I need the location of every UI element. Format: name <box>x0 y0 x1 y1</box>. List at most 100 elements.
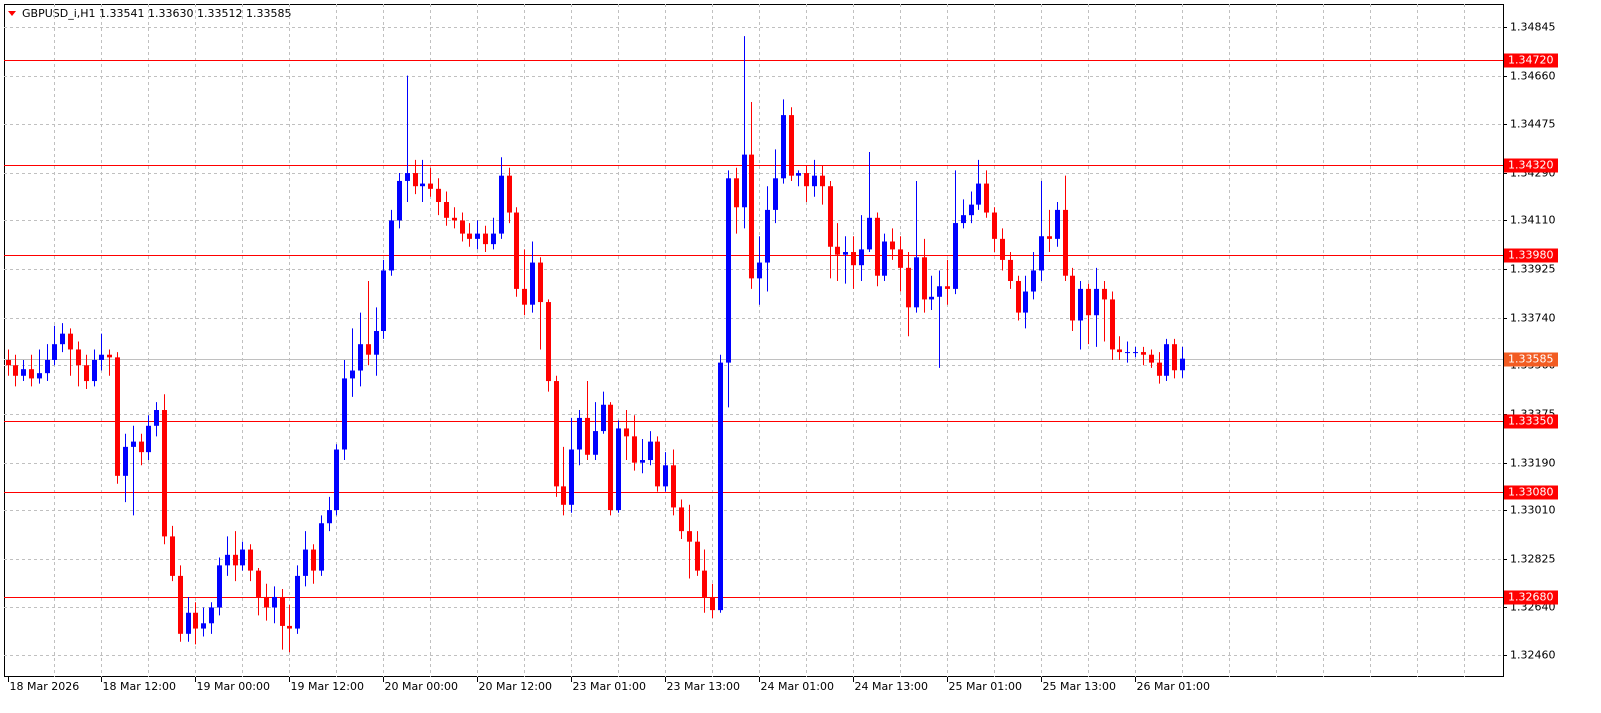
x-tick-label: 25 Mar 01:00 <box>949 680 1022 693</box>
candle-body <box>702 570 707 597</box>
candle-body <box>37 373 42 379</box>
candle-body <box>710 596 715 611</box>
x-tick-label: 18 Mar 12:00 <box>103 680 176 693</box>
level-label-bg <box>1504 414 1558 429</box>
candle-body <box>76 349 81 366</box>
candle-body <box>303 549 308 576</box>
candle-body <box>92 359 97 382</box>
last-price-label: 1.33585 <box>1508 353 1554 366</box>
candle-body <box>1094 288 1099 316</box>
candle-body <box>1157 362 1162 376</box>
candle-body <box>209 607 214 624</box>
candle-body <box>969 204 974 216</box>
candle-body <box>1070 275 1075 321</box>
candle-body <box>687 531 692 542</box>
candle-body <box>467 233 472 239</box>
candle-body <box>201 623 206 629</box>
candle-body <box>1016 280 1021 313</box>
candle-body <box>397 180 402 221</box>
candle-body <box>413 173 418 187</box>
candle-body <box>640 460 645 463</box>
x-tick-label: 23 Mar 01:00 <box>573 680 646 693</box>
x-tick-label: 24 Mar 01:00 <box>761 680 834 693</box>
candle-body <box>530 262 535 305</box>
candle-body <box>217 565 222 608</box>
candle-body <box>342 378 347 450</box>
candle-body <box>906 267 911 308</box>
candle-body <box>374 331 379 355</box>
level-label: 1.33350 <box>1508 415 1554 428</box>
level-label: 1.34320 <box>1508 159 1554 172</box>
candle-body <box>601 404 606 432</box>
candle-body <box>695 541 700 571</box>
candle-body <box>84 365 89 382</box>
candle-body <box>139 441 144 453</box>
plot-frame <box>4 4 1504 677</box>
level-label-bg <box>1504 248 1558 263</box>
y-tick-label: 1.33740 <box>1510 312 1556 325</box>
candle-body <box>593 431 598 455</box>
candle-body <box>1008 259 1013 281</box>
level-label: 1.32680 <box>1508 591 1554 604</box>
menu-triangle[interactable] <box>8 11 16 16</box>
y-tick-label: 1.34845 <box>1510 21 1556 34</box>
candle-body <box>812 175 817 187</box>
candle-body <box>796 173 801 176</box>
candle-body <box>295 575 300 629</box>
candle-body <box>1180 358 1185 371</box>
candle-body <box>984 183 989 213</box>
candle-body <box>655 441 660 487</box>
candle-body <box>248 549 253 571</box>
candle-body <box>45 359 50 374</box>
candle-body <box>186 612 191 634</box>
candle-body <box>726 178 731 363</box>
candle-body <box>52 344 57 360</box>
candle-body <box>162 410 167 537</box>
candle-body <box>154 410 159 426</box>
candle-body <box>1102 288 1107 300</box>
candle-body <box>577 417 582 450</box>
candle-body <box>937 286 942 297</box>
candle-body <box>1117 349 1122 353</box>
candle-body <box>99 354 104 360</box>
chart-title: GBPUSD_i,H1 1.33541 1.33630 1.33512 1.33… <box>22 7 291 20</box>
candle-body <box>671 465 676 508</box>
candle-body <box>749 154 754 279</box>
candle-body <box>1164 344 1169 376</box>
candle-body <box>1133 352 1138 354</box>
candle-body <box>835 246 840 255</box>
candle-body <box>436 188 441 203</box>
y-tick-label: 1.34110 <box>1510 214 1556 227</box>
candle-body <box>1141 352 1146 355</box>
candle-body <box>679 507 684 532</box>
candle-body <box>781 115 786 179</box>
candle-body <box>287 625 292 629</box>
candle-body <box>648 441 653 461</box>
candle-body <box>1055 209 1060 239</box>
candle-body <box>820 175 825 187</box>
x-tick-label: 19 Mar 00:00 <box>197 680 270 693</box>
candle-body <box>319 523 324 571</box>
x-tick-label: 20 Mar 12:00 <box>479 680 552 693</box>
candle-body <box>953 223 958 289</box>
y-tick-label: 1.32825 <box>1510 553 1556 566</box>
candle-body <box>561 486 566 505</box>
candle-body <box>1125 352 1130 354</box>
candle-body <box>115 357 120 476</box>
candle-body <box>1000 238 1005 260</box>
candle-body <box>240 549 245 566</box>
candle-body <box>828 186 833 247</box>
level-label: 1.33980 <box>1508 249 1554 262</box>
x-tick-label: 19 Mar 12:00 <box>291 680 364 693</box>
candle-body <box>507 175 512 213</box>
candle-body <box>514 212 519 289</box>
candle-body <box>522 288 527 305</box>
candle-body <box>358 344 363 371</box>
candle-body <box>327 510 332 524</box>
x-tick-label: 18 Mar 2026 <box>10 680 80 693</box>
level-label-bg <box>1504 53 1558 68</box>
candle-body <box>452 217 457 221</box>
candle-body <box>867 217 872 250</box>
